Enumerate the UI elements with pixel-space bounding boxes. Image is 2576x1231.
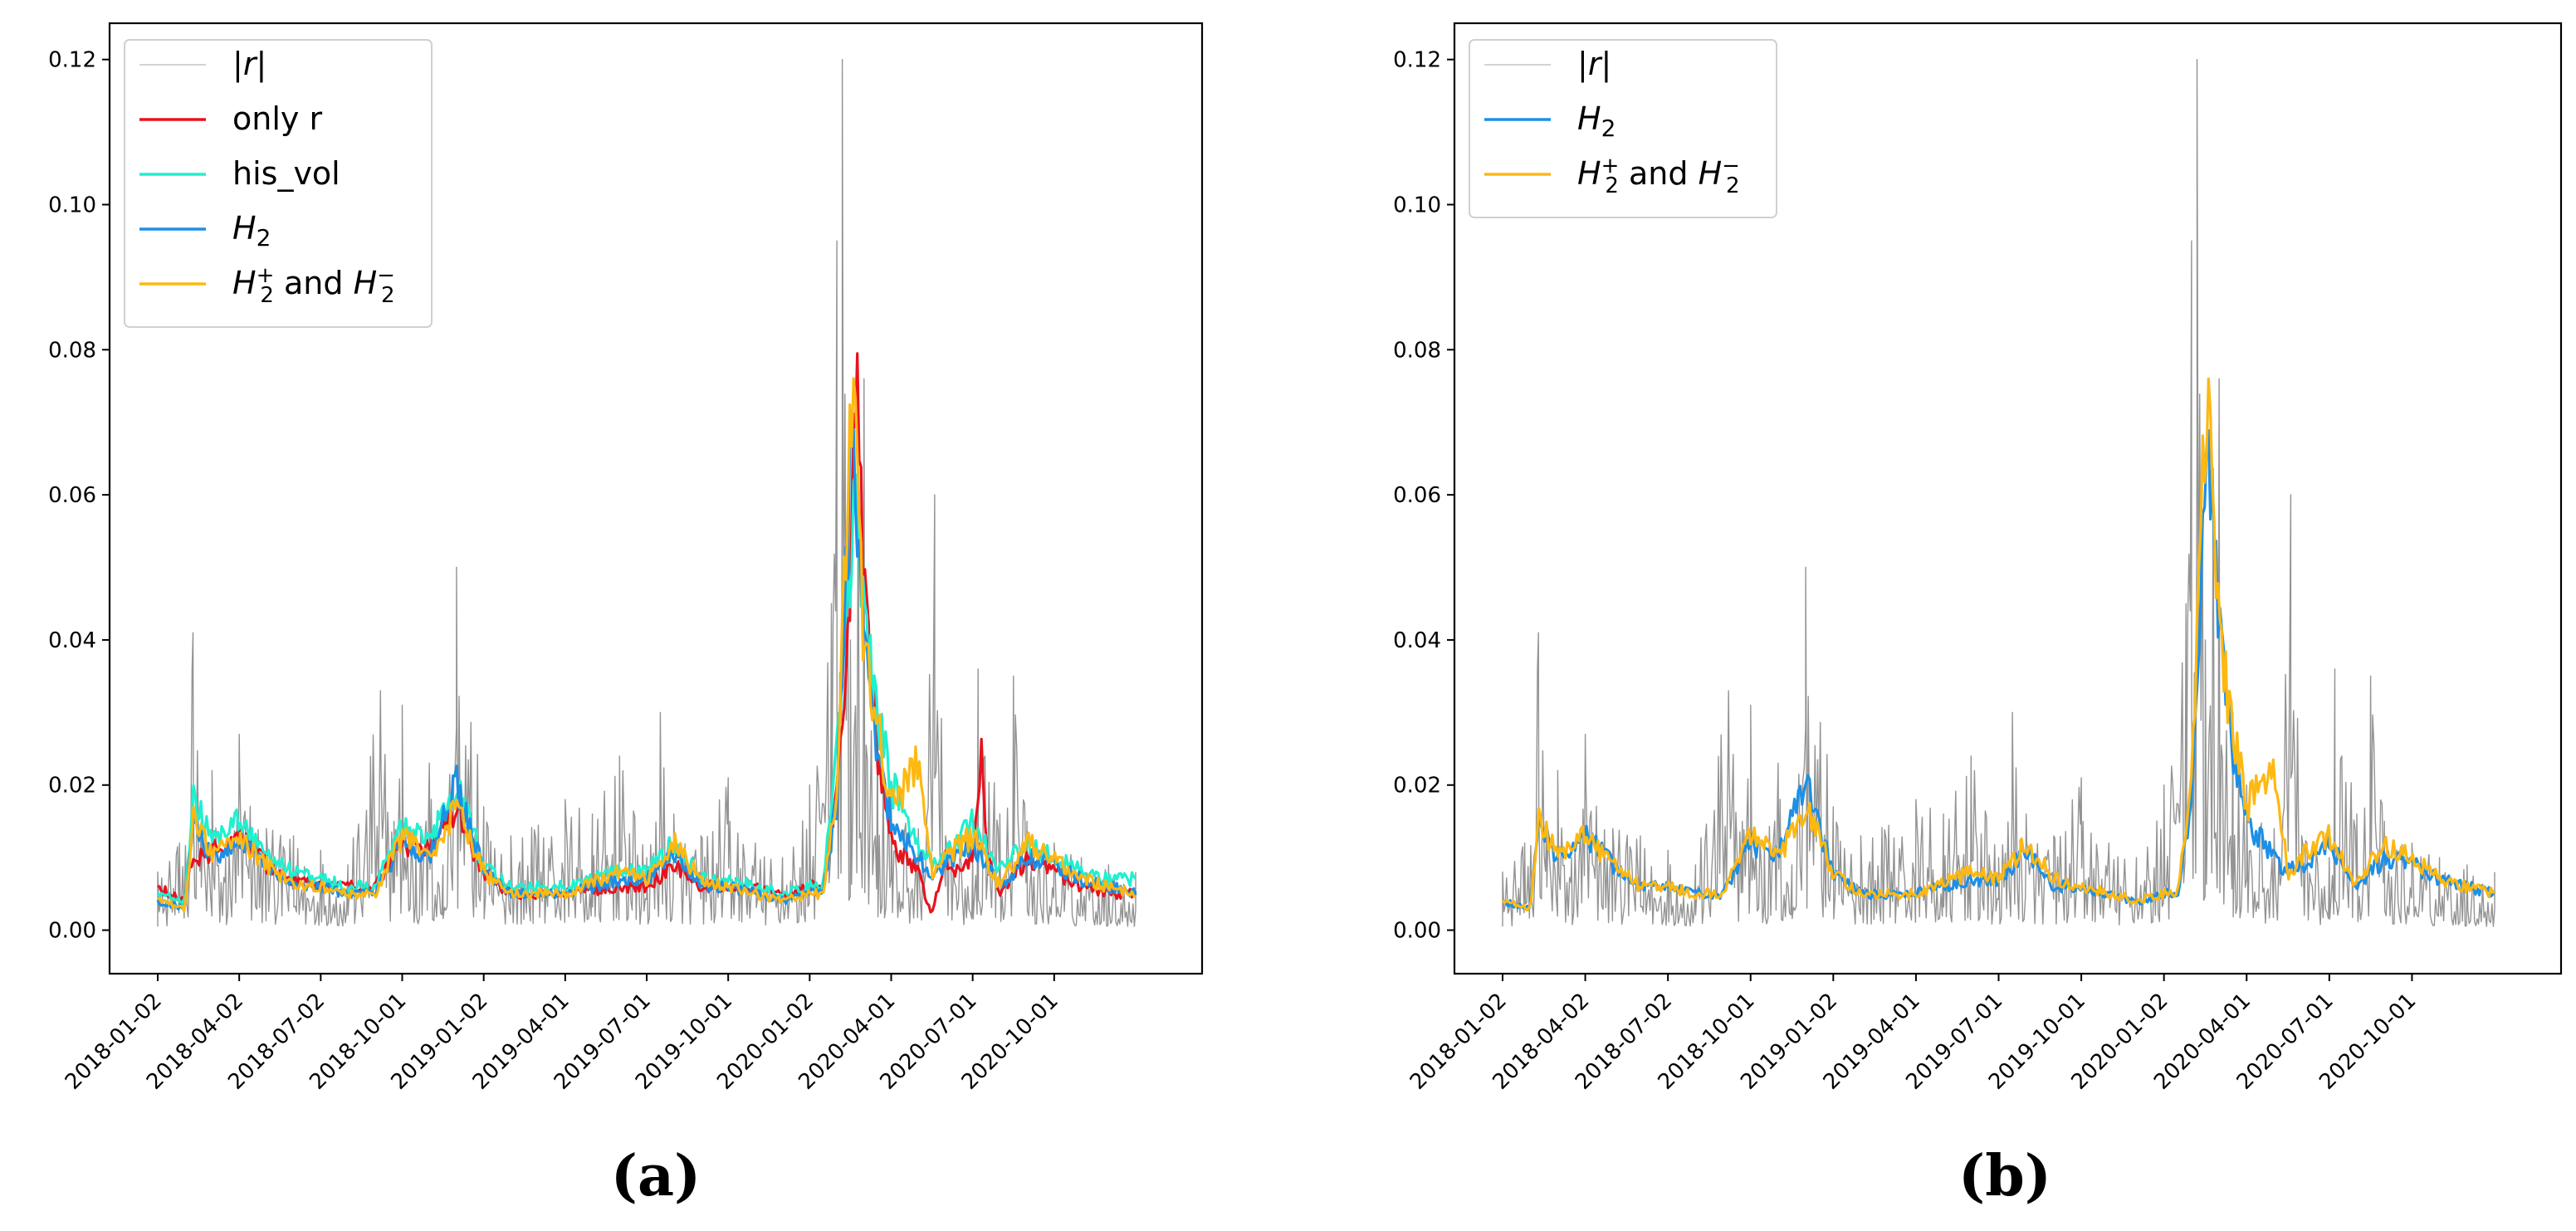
y-tick-label: 0.06 [48,483,96,508]
series-line-only_r [157,352,1137,914]
legend-label-only_r: only r [232,100,322,137]
y-tick-label: 0.04 [48,628,96,653]
axes-frame [108,22,1204,975]
series-line-abs_r [1502,59,2495,927]
y-tick-label: 0.06 [1393,483,1441,508]
series-line-abs_r [157,59,1136,927]
y-tick-label: 0.08 [1393,338,1441,363]
series-line-H2 [1502,429,2496,910]
y-tick-label: 0.12 [48,48,96,73]
y-tick-label: 0.00 [1393,919,1441,944]
legend-box [124,39,433,328]
y-tick-label: 0.10 [1393,193,1441,218]
chart-panel-a: 0.000.020.040.060.080.100.122018-01-0220… [48,22,1204,1209]
legend-label-H2pm: H+ 2 and H− 2 [232,263,395,308]
y-tick-label: 0.00 [48,919,96,944]
axes-frame [1453,22,2563,975]
legend-label-H2: H2 [232,210,271,252]
legend-label-his_vol: his_vol [232,155,340,192]
legend-label-abs_r: |r| [232,46,266,83]
y-tick-label: 0.02 [1393,774,1441,799]
panel-label: (b) [1958,1143,2051,1209]
legend-label-H2pm: H+ 2 and H− 2 [1577,154,1740,198]
legend-label-H2: H2 [1577,100,1615,142]
y-tick-label: 0.04 [1393,628,1441,653]
series-line-H2 [156,428,1137,911]
panel-label: (a) [611,1143,701,1209]
y-tick-label: 0.10 [48,193,96,218]
y-tick-label: 0.12 [1393,48,1441,73]
y-tick-label: 0.08 [48,338,96,363]
series-line-H2pm [1501,377,2496,912]
chart-panel-b: 0.000.020.040.060.080.100.122018-01-0220… [1393,22,2563,1209]
y-tick-label: 0.02 [48,774,96,799]
series-line-H2pm [156,377,1136,913]
legend-label-abs_r: |r| [1577,46,1611,83]
series-line-his_vol [156,472,1137,906]
